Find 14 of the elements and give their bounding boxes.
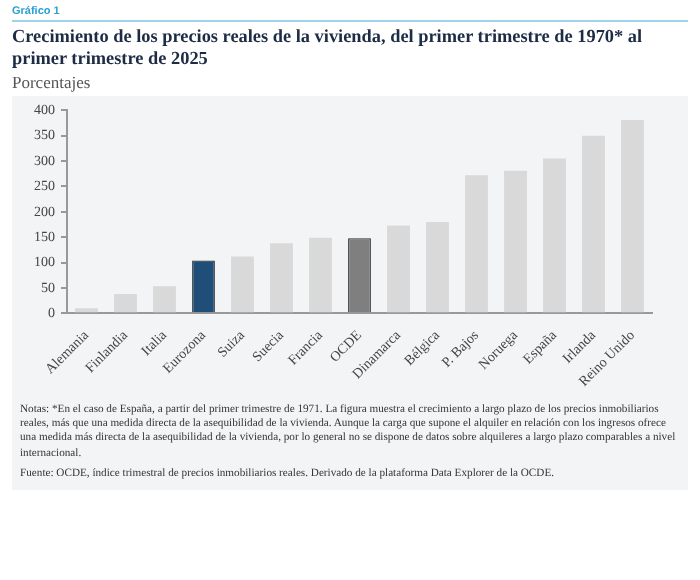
bar <box>543 158 566 313</box>
bar <box>621 120 644 313</box>
bar <box>387 225 410 313</box>
bar <box>114 293 137 313</box>
chart-title: Crecimiento de los precios reales de la vivienda, del primer trimestre de 1970* al primer trimestre de 2025 <box>12 26 645 70</box>
bar <box>465 175 488 313</box>
bar <box>270 243 293 313</box>
bar <box>582 135 605 313</box>
bar <box>309 237 332 313</box>
chart-subtitle: Porcentajes <box>12 72 93 92</box>
bar <box>426 221 449 313</box>
bar <box>231 256 254 313</box>
bar <box>504 170 527 313</box>
bar <box>153 286 176 313</box>
